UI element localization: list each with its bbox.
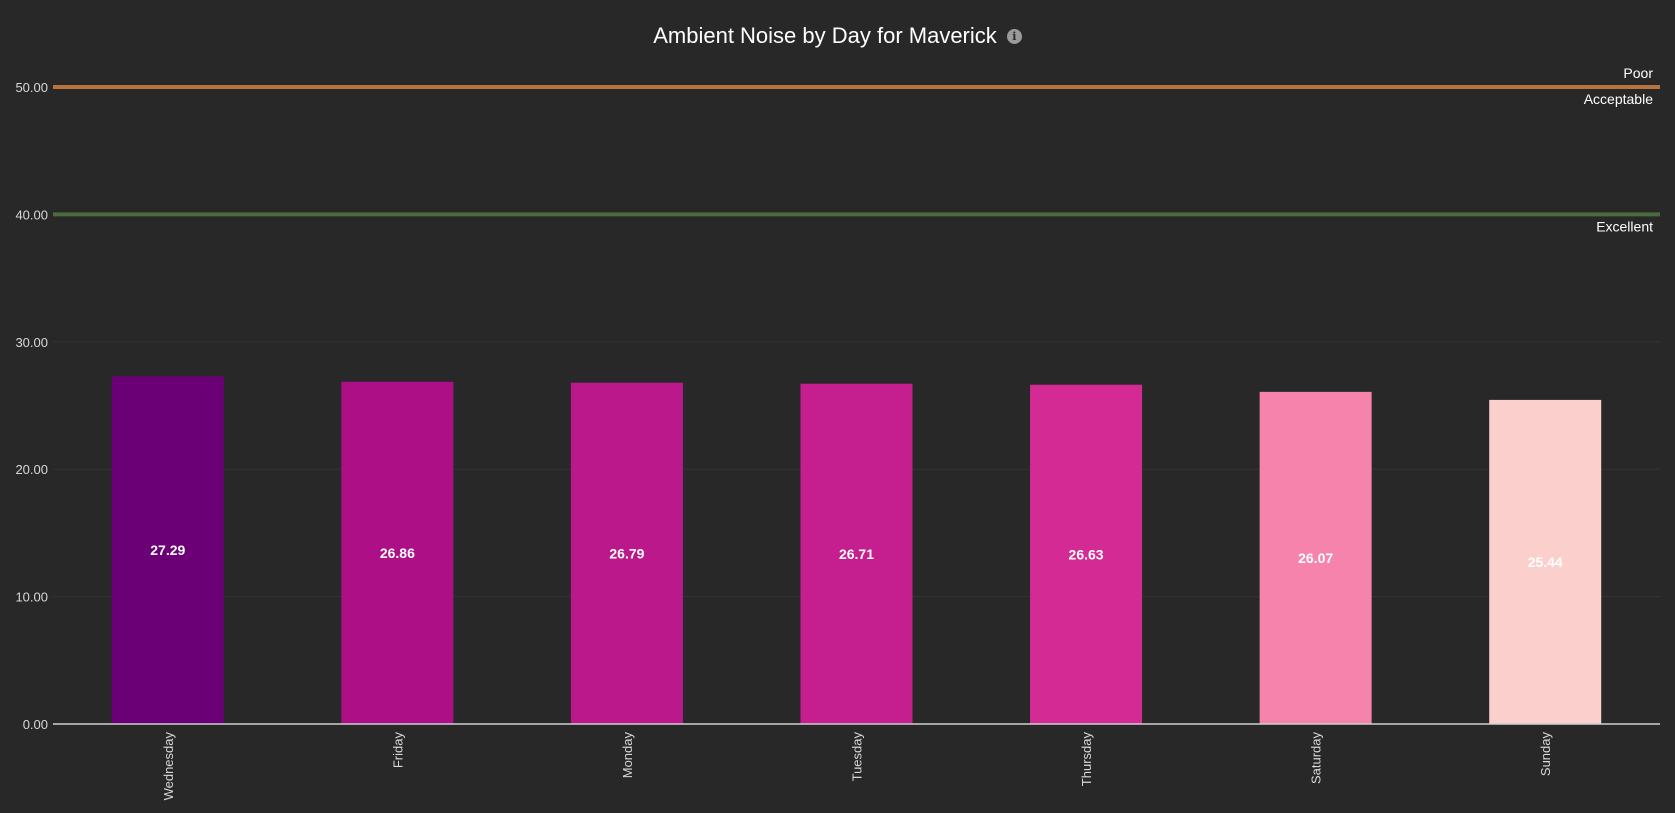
y-tick-label: 10.00 — [15, 590, 48, 605]
bar[interactable] — [111, 376, 224, 724]
bar[interactable] — [570, 382, 683, 724]
bar[interactable] — [800, 383, 913, 724]
bar[interactable] — [1259, 391, 1372, 724]
y-tick-label: 0.00 — [23, 717, 48, 732]
bar-value-label: 26.07 — [1298, 550, 1333, 566]
chart-title: Ambient Noise by Day for Maverick — [653, 23, 997, 48]
x-tick-label: Thursday — [1079, 732, 1094, 787]
y-tick-label: 30.00 — [15, 335, 48, 350]
bar-value-label: 26.79 — [609, 545, 644, 561]
y-tick-label: 20.00 — [15, 462, 48, 477]
bar-value-label: 26.71 — [839, 546, 874, 562]
x-tick-label: Monday — [620, 732, 635, 779]
chart-header: Ambient Noise by Day for Maverick i — [0, 20, 1675, 52]
x-tick-label: Sunday — [1538, 732, 1553, 777]
y-tick-label: 50.00 — [15, 80, 48, 95]
threshold-label: Excellent — [1596, 218, 1653, 234]
threshold-label: Acceptable — [1584, 91, 1653, 107]
threshold-label: Poor — [1623, 65, 1653, 81]
info-icon[interactable]: i — [1006, 28, 1022, 44]
bar[interactable] — [1489, 399, 1602, 724]
bar-value-label: 26.63 — [1069, 546, 1104, 562]
bar-value-label: 27.29 — [150, 542, 185, 558]
x-tick-label: Wednesday — [161, 732, 176, 801]
x-tick-label: Tuesday — [850, 732, 865, 782]
bar-value-label: 26.86 — [380, 545, 415, 561]
bar[interactable] — [341, 381, 454, 724]
bar[interactable] — [1030, 384, 1143, 724]
x-tick-label: Friday — [390, 732, 405, 769]
x-tick-label: Saturday — [1309, 732, 1324, 785]
bar-value-label: 25.44 — [1528, 554, 1563, 570]
y-tick-label: 40.00 — [15, 207, 48, 222]
